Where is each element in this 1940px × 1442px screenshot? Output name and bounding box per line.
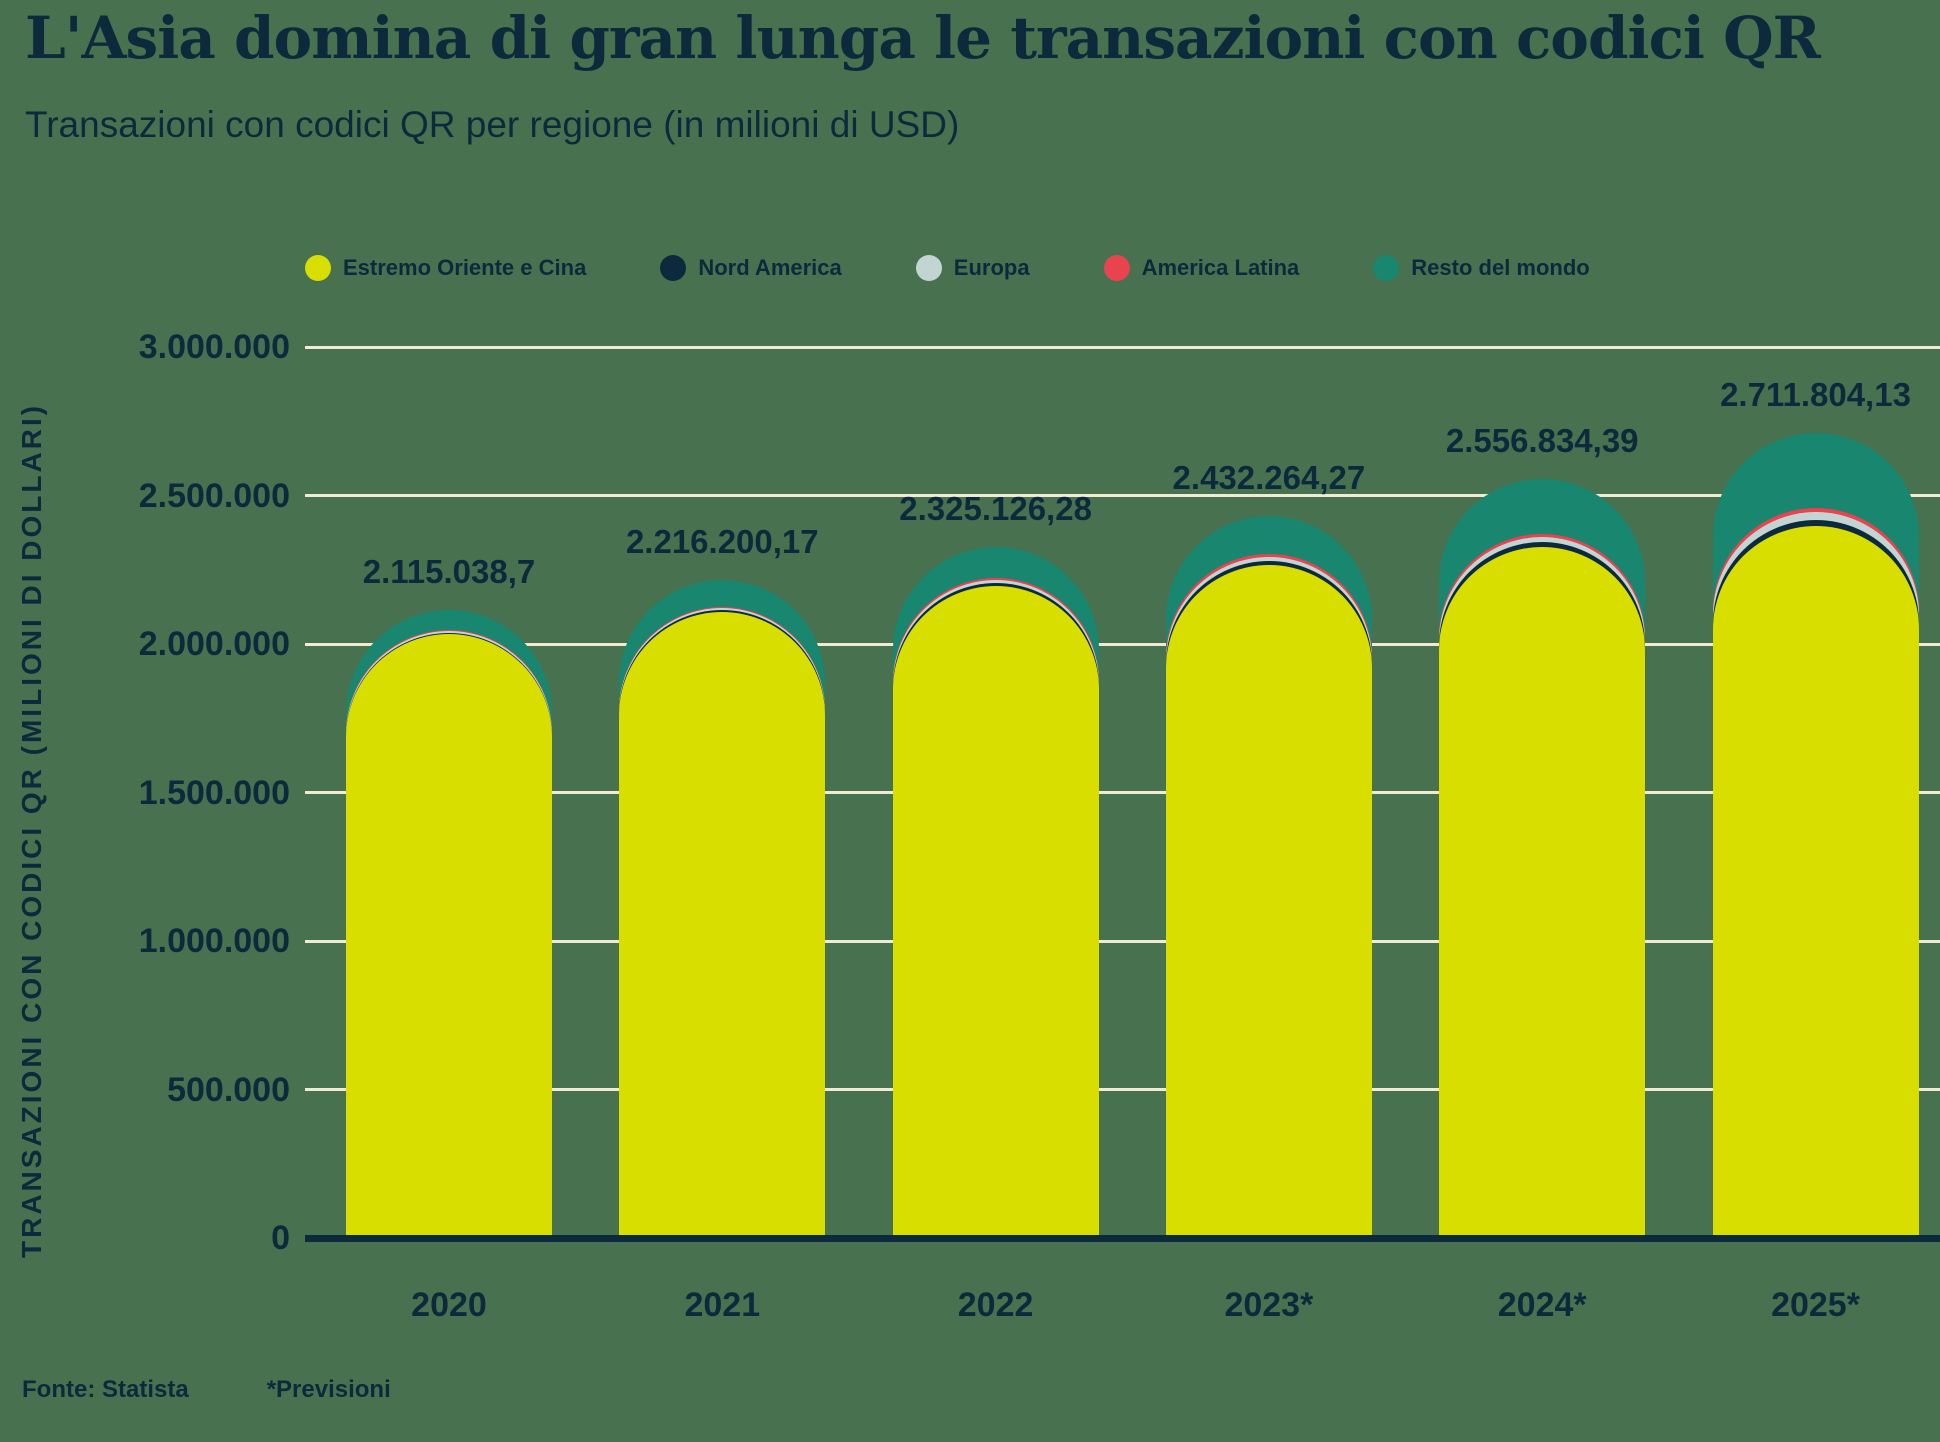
gridline-3.000.000 [305, 345, 1940, 349]
forecast-note: *Previsioni [266, 1376, 391, 1403]
x-tick-label: 2024* [1497, 1286, 1587, 1324]
chart-subtitle: Transazioni con codici QR per regione (i… [25, 104, 960, 145]
legend-dot-resto-del-mondo [1373, 255, 1400, 281]
y-tick-label: 500.000 [167, 1070, 290, 1109]
bar-2022-estremo-oriente-e-cina [892, 585, 1099, 1238]
bar-2025-estremo-oriente-e-cina [1712, 526, 1919, 1238]
y-axis-title: TRANSAZIONI CON CODICI QR (MILIONI DI DO… [16, 402, 47, 1258]
legend-label: Resto del mondo [1411, 255, 1590, 280]
gridline-1.500.000 [305, 791, 1940, 794]
legend-item-nord-america: Nord America [660, 255, 842, 281]
x-tick-label: 2020 [411, 1286, 487, 1324]
x-tick-label: 2021 [684, 1286, 761, 1324]
x-tick-label: 2022 [957, 1286, 1034, 1324]
y-tick-label: 1.500.000 [138, 773, 290, 812]
source-label: Fonte: Statista [22, 1376, 189, 1403]
legend-dot-europa [915, 255, 942, 281]
legend-item-estremo-oriente-e-cina: Estremo Oriente e Cina [305, 255, 586, 281]
footer: Fonte: Statista *Previsioni [22, 1376, 391, 1404]
legend-label: Estremo Oriente e Cina [343, 255, 587, 280]
page-title: L'Asia domina di gran lunga le transazio… [25, 4, 1821, 72]
legend-item-resto-del-mondo: Resto del mondo [1373, 255, 1590, 281]
x-tick-label: 2025* [1771, 1286, 1860, 1324]
legend-label: Europa [953, 255, 1030, 280]
legend-item-america-latina: America Latina [1103, 255, 1300, 281]
legend-dot-estremo-oriente-e-cina [305, 255, 331, 281]
bar-total-label: 2.216.200,17 [625, 522, 819, 560]
legend-dot-america-latina [1103, 255, 1130, 281]
y-tick-label: 2.000.000 [138, 625, 290, 663]
legend-item-europa: Europa [915, 255, 1030, 281]
x-tick-label: 2023* [1224, 1286, 1314, 1324]
y-tick-label: 0 [271, 1219, 290, 1257]
bar-total-label: 2.556.834,39 [1445, 421, 1639, 459]
bar-total-label: 2.711.804,13 [1720, 375, 1911, 413]
gridline-2.500.000 [305, 494, 1940, 497]
bar-total-label: 2.115.038,7 [362, 552, 536, 590]
bar-total-label: 2.432.264,27 [1172, 458, 1366, 496]
bar-2023-estremo-oriente-e-cina [1165, 564, 1372, 1238]
legend-label: America Latina [1141, 255, 1300, 280]
y-tick-label: 3.000.000 [138, 328, 290, 366]
x-axis-line [305, 1234, 1940, 1242]
gridline-2.000.000 [305, 642, 1940, 646]
gridline-500.000 [305, 1088, 1940, 1091]
bar-2021-estremo-oriente-e-cina [619, 612, 826, 1238]
legend-label: Nord America [698, 255, 842, 280]
bar-2024-estremo-oriente-e-cina [1439, 547, 1646, 1238]
legend: Estremo Oriente e Cina Nord America Europa… [305, 250, 1590, 286]
legend-dot-nord-america [660, 255, 687, 281]
bar-total-label: 2.325.126,28 [899, 490, 1092, 528]
gridline-1.000.000 [305, 939, 1940, 943]
y-tick-label: 1.000.000 [138, 922, 290, 960]
bar-2020-estremo-oriente-e-cina [346, 634, 552, 1238]
y-tick-label: 2.500.000 [138, 476, 290, 515]
